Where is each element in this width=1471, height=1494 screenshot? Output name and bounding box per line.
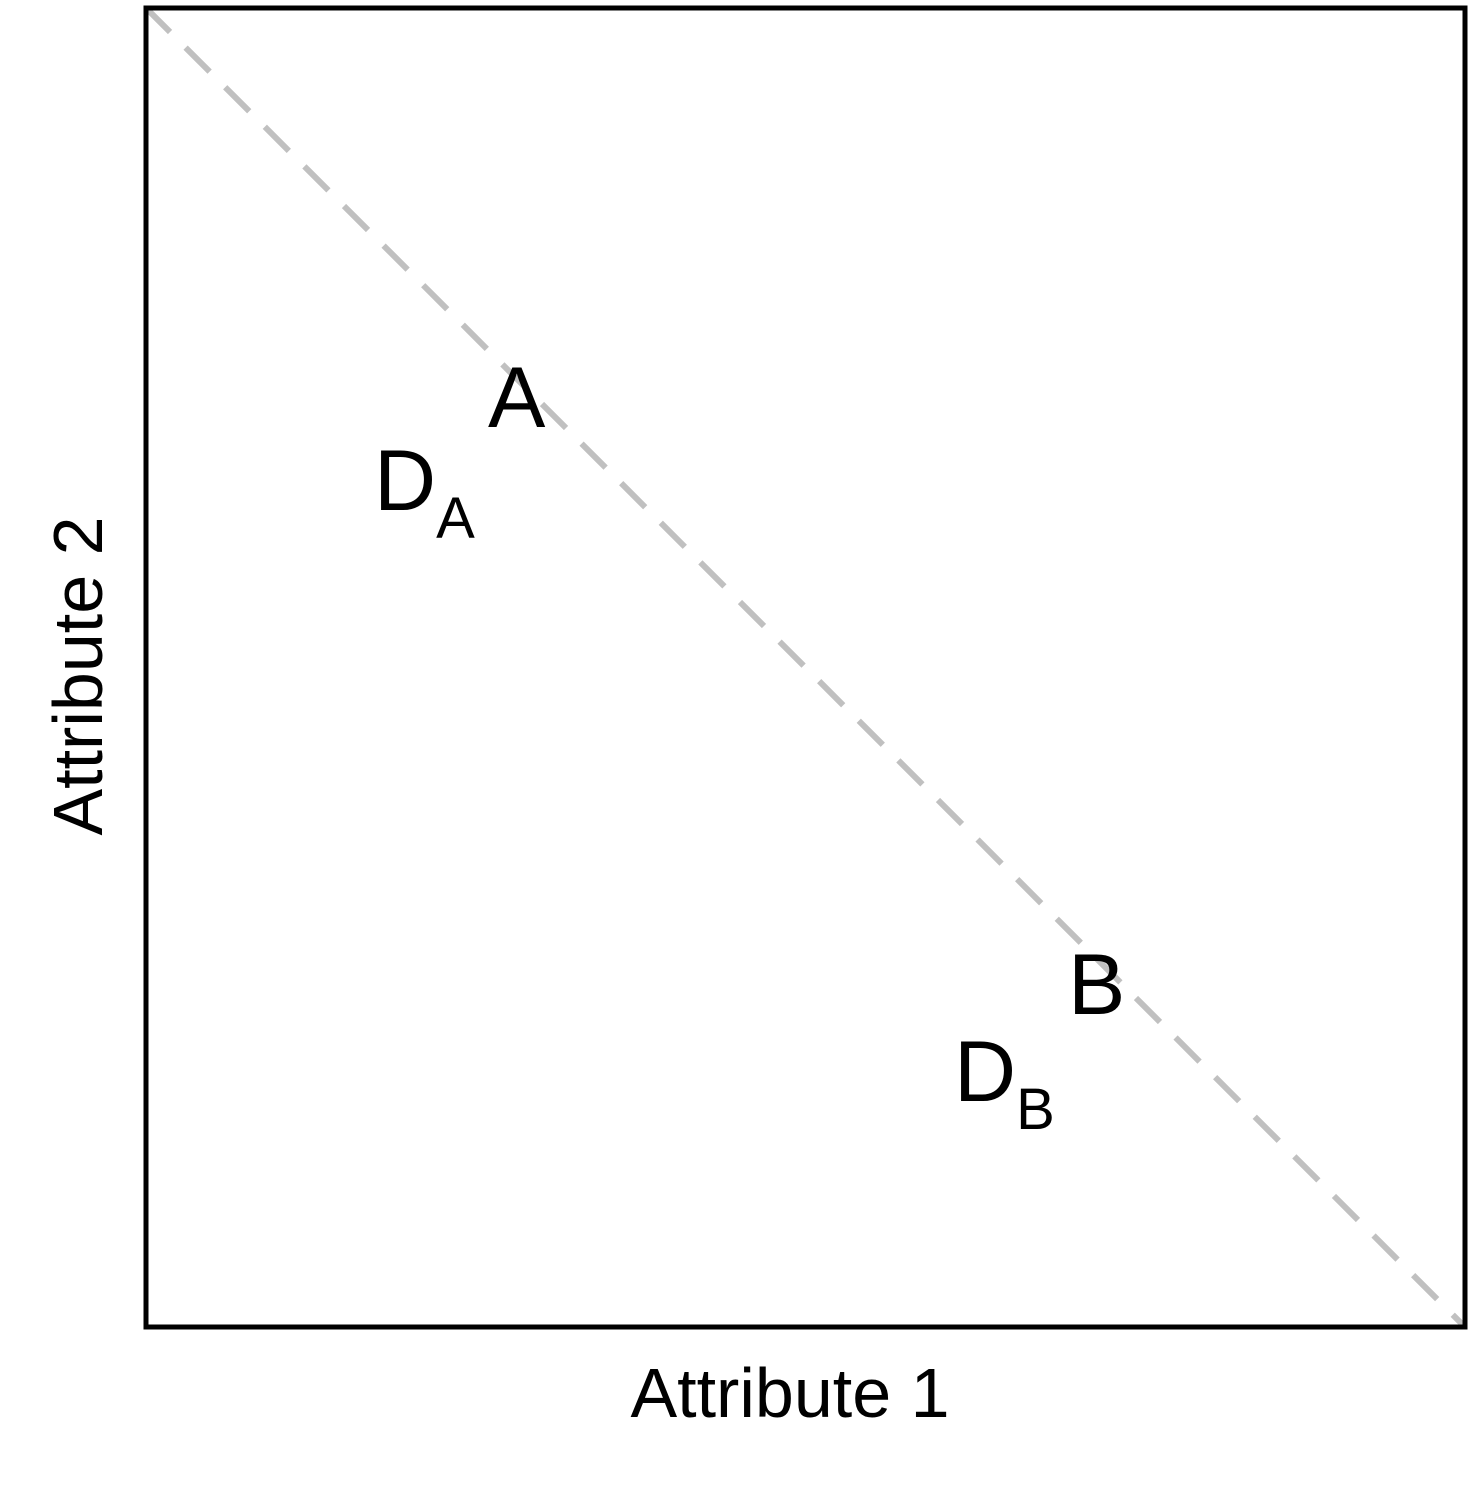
decoy-a-subscript: A <box>436 486 475 551</box>
trade-off-dashed-line <box>143 5 1468 1330</box>
y-axis-label: Attribute 2 <box>39 516 117 835</box>
decoy-b-subscript: B <box>1016 1077 1055 1142</box>
x-axis-label: Attribute 1 <box>630 1354 949 1432</box>
option-a-label: A <box>488 350 546 446</box>
decoy-b-label: DB <box>954 1024 1055 1142</box>
plot-frame <box>143 5 1468 1330</box>
decoy-a-label: DA <box>374 433 475 551</box>
decoy-b-main: D <box>954 1024 1016 1120</box>
decoy-a-main: D <box>374 433 436 529</box>
option-b-label: B <box>1068 937 1125 1033</box>
